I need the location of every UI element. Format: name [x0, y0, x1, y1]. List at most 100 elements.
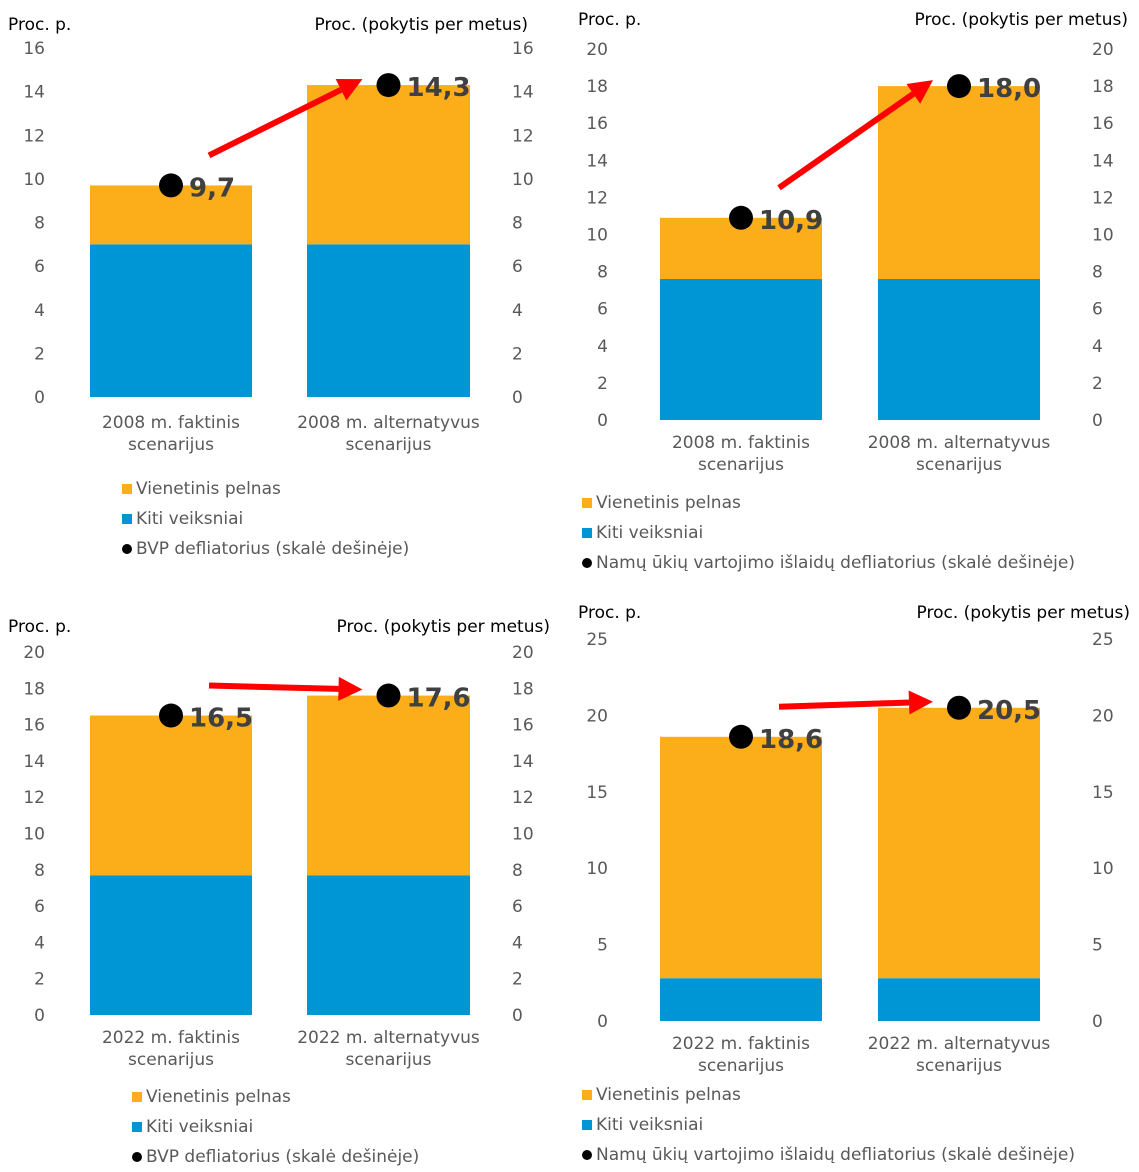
legend-label: Namų ūkių vartojimo išlaidų defliatorius… [596, 1145, 1075, 1165]
left-tick-label: 12 [23, 126, 45, 146]
legend-item-deflator: BVP defliatorius (skalė dešinėje) [132, 1142, 419, 1172]
chart-panel-gdp-2022: Proc. p. Proc. (pokytis per metus) 0 0 2 2 4 4 6… [0, 586, 570, 1172]
legend-label: Vienetinis pelnas [136, 479, 281, 499]
bar-profit [90, 715, 252, 876]
deflator-data-label: 18,6 [759, 725, 823, 755]
right-tick-label: 18 [512, 679, 534, 699]
right-tick-label: 0 [1092, 411, 1103, 431]
category-label: scenarijus [916, 455, 1002, 475]
bar-profit [307, 695, 470, 876]
left-tick-label: 18 [23, 679, 45, 699]
legend-swatch-other [132, 1122, 142, 1132]
left-tick-label: 14 [23, 752, 45, 772]
legend-item-other: Kiti veiksniai [132, 1112, 419, 1142]
left-tick-label: 12 [23, 788, 45, 808]
bar-other [307, 875, 470, 1015]
right-tick-label: 6 [512, 257, 523, 277]
legend-item-other: Kiti veiksniai [582, 1110, 1075, 1140]
deflator-marker [729, 205, 753, 230]
right-tick-label: 16 [512, 39, 534, 59]
category-label: 2022 m. alternatyvus [868, 1034, 1051, 1054]
legend-label: BVP defliatorius (skalė dešinėje) [136, 539, 410, 559]
right-tick-label: 0 [512, 388, 523, 408]
legend-item-profit: Vienetinis pelnas [132, 1082, 419, 1112]
category-label: scenarijus [916, 1056, 1002, 1076]
left-tick-label: 10 [586, 226, 608, 246]
bar-profit [660, 736, 822, 979]
legend-item-profit: Vienetinis pelnas [122, 474, 409, 504]
legend-label: Kiti veiksniai [146, 1117, 254, 1137]
bar-other [878, 978, 1040, 1021]
left-tick-label: 0 [597, 411, 608, 431]
chart-svg: Proc. p. Proc. (pokytis per metus) 0 0 2 2 4 4 6… [8, 15, 534, 455]
arrow-shaft [777, 91, 916, 191]
arrow-head [335, 79, 363, 101]
category-label: scenarijus [346, 1050, 432, 1070]
left-tick-label: 25 [586, 630, 608, 650]
legend-label: BVP defliatorius (skalė dešinėje) [146, 1147, 420, 1167]
deflator-data-label: 16,5 [189, 704, 253, 734]
legend-swatch-profit [582, 498, 592, 508]
legend-label: Namų ūkių vartojimo išlaidų defliatorius… [596, 553, 1075, 573]
left-tick-label: 20 [23, 643, 45, 663]
left-tick-label: 8 [34, 214, 45, 234]
deflator-marker [159, 703, 183, 728]
right-axis-title: Proc. (pokytis per metus) [337, 617, 551, 637]
right-tick-label: 2 [512, 970, 523, 990]
right-tick-label: 25 [1092, 630, 1114, 650]
right-tick-label: 2 [512, 344, 523, 364]
right-tick-label: 16 [1092, 114, 1114, 134]
deflator-data-label: 20,5 [977, 696, 1041, 726]
category-label: 2008 m. faktinis [672, 433, 810, 453]
right-tick-label: 16 [512, 716, 534, 736]
deflator-data-label: 14,3 [407, 73, 471, 103]
left-tick-label: 0 [597, 1012, 608, 1032]
left-tick-label: 4 [597, 337, 608, 357]
right-tick-label: 10 [512, 825, 534, 845]
right-tick-label: 2 [1092, 374, 1103, 394]
left-tick-label: 2 [597, 374, 608, 394]
left-axis-title: Proc. p. [578, 10, 641, 30]
arrow-shaft [208, 682, 339, 692]
deflator-marker [947, 74, 971, 99]
right-tick-label: 20 [512, 643, 534, 663]
deflator-marker [729, 724, 753, 749]
left-tick-label: 14 [23, 83, 45, 103]
left-tick-label: 6 [34, 257, 45, 277]
chart-panel-hicp-2022: Proc. p. Proc. (pokytis per metus) 0 0 5 5 10 1… [570, 586, 1139, 1172]
legend-label: Kiti veiksniai [596, 1115, 704, 1135]
left-axis-title: Proc. p. [8, 617, 71, 637]
right-axis-title: Proc. (pokytis per metus) [315, 15, 529, 35]
legend-label: Kiti veiksniai [136, 509, 244, 529]
left-tick-label: 16 [23, 39, 45, 59]
legend-item-deflator: BVP defliatorius (skalė dešinėje) [122, 534, 409, 564]
legend-item-deflator: Namų ūkių vartojimo išlaidų defliatorius… [582, 548, 1075, 578]
legend-swatch-profit [122, 484, 132, 494]
category-label: scenarijus [128, 1050, 214, 1070]
legend-item-other: Kiti veiksniai [122, 504, 409, 534]
right-tick-label: 8 [1092, 263, 1103, 283]
right-tick-label: 6 [1092, 300, 1103, 320]
arrow-head [906, 80, 933, 104]
arrow-head [338, 676, 363, 701]
chart-svg: Proc. p. Proc. (pokytis per metus) 0 0 2 2 4 4 6… [578, 10, 1128, 475]
right-tick-label: 8 [512, 214, 523, 234]
bar-other [660, 279, 822, 420]
left-tick-label: 0 [34, 388, 45, 408]
legend-swatch-profit [132, 1092, 142, 1102]
legend-marker-deflator [582, 1150, 592, 1160]
deflator-data-label: 9,7 [189, 173, 235, 203]
bar-other [90, 244, 252, 397]
right-tick-label: 14 [512, 83, 534, 103]
left-tick-label: 14 [586, 151, 608, 171]
left-tick-label: 16 [586, 114, 608, 134]
chart-legend: Vienetinis pelnas Kiti veiksniai Namų ūk… [582, 488, 1075, 578]
category-label: 2022 m. alternatyvus [297, 1028, 480, 1048]
chart-svg: Proc. p. Proc. (pokytis per metus) 0 0 2 2 4 4 6… [8, 617, 551, 1070]
right-tick-label: 4 [1092, 337, 1103, 357]
deflator-marker [159, 173, 183, 198]
left-tick-label: 5 [597, 936, 608, 956]
category-label: 2008 m. faktinis [102, 413, 240, 433]
category-label: 2022 m. faktinis [672, 1034, 810, 1054]
category-label: scenarijus [698, 455, 784, 475]
